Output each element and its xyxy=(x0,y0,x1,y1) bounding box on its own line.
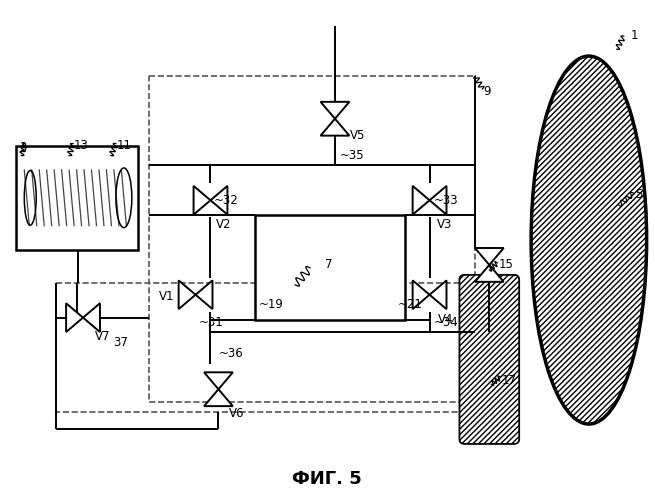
Text: ФИГ. 5: ФИГ. 5 xyxy=(292,470,362,488)
Bar xyxy=(149,76,476,402)
Text: ~32: ~32 xyxy=(214,194,238,207)
Text: V7: V7 xyxy=(95,330,111,342)
Polygon shape xyxy=(66,304,83,332)
Polygon shape xyxy=(413,186,430,214)
Text: V6: V6 xyxy=(229,407,244,420)
Polygon shape xyxy=(204,372,233,389)
Text: V4: V4 xyxy=(438,312,453,326)
Polygon shape xyxy=(475,265,504,282)
Text: ~19: ~19 xyxy=(258,298,283,310)
Bar xyxy=(16,146,138,250)
Text: ~36: ~36 xyxy=(219,348,243,360)
Text: 11: 11 xyxy=(117,138,132,151)
Polygon shape xyxy=(430,186,447,214)
Polygon shape xyxy=(320,118,349,136)
Polygon shape xyxy=(475,248,504,265)
FancyBboxPatch shape xyxy=(459,275,519,444)
Text: 15: 15 xyxy=(498,258,513,271)
Polygon shape xyxy=(210,186,227,214)
Text: V1: V1 xyxy=(159,290,174,303)
Text: ~34: ~34 xyxy=(434,316,458,328)
Polygon shape xyxy=(179,280,196,309)
Text: 17: 17 xyxy=(501,374,516,388)
Text: V3: V3 xyxy=(436,218,452,231)
Text: V5: V5 xyxy=(350,128,365,141)
Text: ~35: ~35 xyxy=(340,148,365,162)
Ellipse shape xyxy=(531,56,646,424)
Text: ~31: ~31 xyxy=(198,316,223,328)
Polygon shape xyxy=(83,304,100,332)
Text: 7: 7 xyxy=(325,258,333,271)
Text: 3: 3 xyxy=(19,140,27,153)
Text: 9: 9 xyxy=(483,85,491,98)
Text: 13: 13 xyxy=(74,138,89,151)
Polygon shape xyxy=(204,389,233,406)
Text: V2: V2 xyxy=(215,218,231,231)
Polygon shape xyxy=(194,186,210,214)
Text: 37: 37 xyxy=(113,336,128,348)
Text: 1: 1 xyxy=(631,29,638,42)
Polygon shape xyxy=(413,280,430,309)
Text: 5: 5 xyxy=(635,188,642,202)
Text: ~33: ~33 xyxy=(434,194,458,207)
Bar xyxy=(255,215,405,320)
Polygon shape xyxy=(320,102,349,118)
Bar xyxy=(56,283,476,412)
Text: ~21: ~21 xyxy=(398,298,422,310)
Polygon shape xyxy=(196,280,212,309)
Polygon shape xyxy=(430,280,447,309)
